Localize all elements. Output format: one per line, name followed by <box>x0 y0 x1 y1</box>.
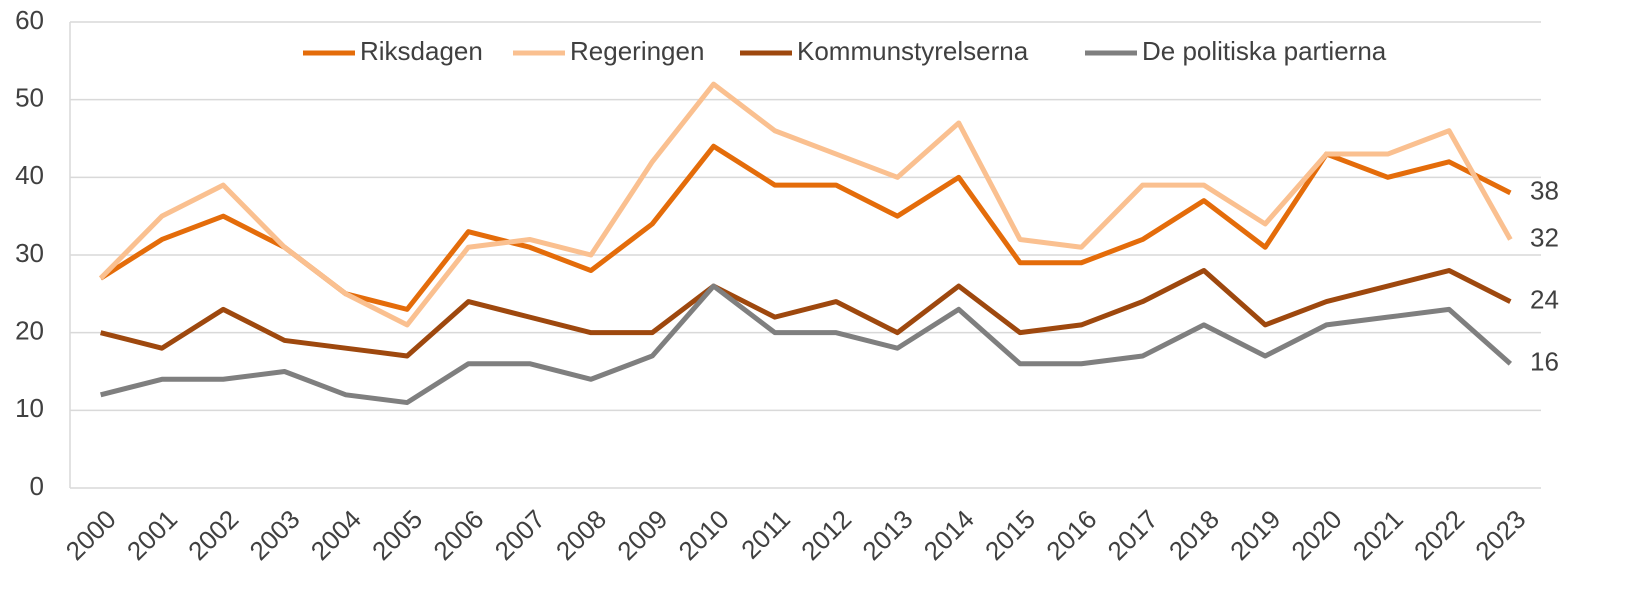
data-label: 38 <box>1530 176 1559 206</box>
legend-label: Kommunstyrelserna <box>797 36 1029 66</box>
x-tick-label: 2012 <box>795 504 857 566</box>
data-label: 32 <box>1530 222 1559 252</box>
data-label: 24 <box>1530 284 1559 314</box>
legend-label: Regeringen <box>570 36 704 66</box>
x-tick-label: 2011 <box>735 504 796 565</box>
x-tick-label: 2007 <box>489 504 551 566</box>
x-tick-label: 2006 <box>427 504 489 566</box>
x-tick-label: 2023 <box>1469 504 1531 566</box>
series-line <box>99 143 1512 312</box>
legend-label: Riksdagen <box>360 36 483 66</box>
data-label: 16 <box>1530 347 1559 377</box>
y-tick-label: 20 <box>15 316 44 346</box>
y-tick-label: 40 <box>15 160 44 190</box>
x-tick-label: 2009 <box>611 504 673 566</box>
x-tick-label: 2005 <box>366 504 428 566</box>
series-line <box>100 268 1512 359</box>
x-tick-label: 2004 <box>305 504 367 566</box>
x-tick-label: 2010 <box>673 504 735 566</box>
legend-label: De politiska partierna <box>1142 36 1387 66</box>
x-tick-label: 2003 <box>244 504 306 566</box>
series-line <box>98 81 1513 328</box>
x-tick-label: 2019 <box>1224 504 1286 566</box>
y-tick-label: 60 <box>15 5 44 35</box>
x-tick-label: 2002 <box>182 504 244 566</box>
y-tick-label: 10 <box>15 393 44 423</box>
x-tick-label: 2013 <box>856 504 918 566</box>
x-tick-label: 2015 <box>979 504 1041 566</box>
y-tick-label: 30 <box>15 238 44 268</box>
x-tick-label: 2001 <box>121 504 183 566</box>
y-tick-label: 50 <box>15 83 44 113</box>
x-tick-label: 2020 <box>1285 504 1347 566</box>
y-tick-label: 0 <box>30 471 44 501</box>
series-line <box>100 283 1513 406</box>
x-tick-label: 2018 <box>1163 504 1225 566</box>
x-tick-label: 2008 <box>550 504 612 566</box>
x-tick-label: 2021 <box>1347 504 1409 566</box>
x-tick-label: 2017 <box>1102 504 1164 566</box>
x-tick-label: 2014 <box>918 504 980 566</box>
x-tick-label: 2016 <box>1040 504 1102 566</box>
x-tick-label: 2022 <box>1408 504 1470 566</box>
x-tick-label: 2000 <box>60 504 122 566</box>
